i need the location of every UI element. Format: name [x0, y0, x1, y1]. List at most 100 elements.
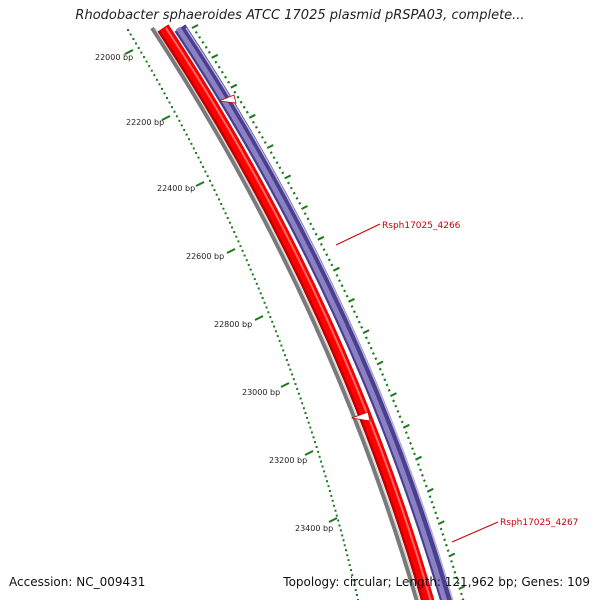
ruler-minor-tick: [338, 524, 341, 527]
ruler-major-tick: [161, 115, 171, 121]
outer-minor-tick: [233, 90, 237, 94]
outer-minor-tick: [239, 100, 243, 104]
outer-minor-tick: [303, 212, 307, 215]
ruler-minor-tick: [235, 235, 238, 238]
outer-minor-tick: [207, 50, 211, 54]
outer-minor-tick: [404, 431, 408, 434]
ruler-minor-tick: [253, 278, 256, 281]
ruler-minor-tick: [284, 354, 286, 357]
outer-minor-tick: [360, 325, 364, 329]
outer-major-tick: [448, 552, 456, 558]
outer-major-tick: [230, 83, 238, 89]
outer-minor-tick: [396, 410, 400, 413]
ruler-label: 22400 bp: [157, 184, 195, 193]
ruler-minor-tick: [333, 504, 336, 507]
outer-minor-tick: [292, 191, 296, 195]
outer-minor-tick: [201, 41, 205, 44]
outer-minor-tick: [450, 560, 453, 563]
outer-minor-tick: [439, 527, 443, 531]
ruler-minor-tick: [304, 412, 307, 414]
outer-minor-tick: [254, 125, 258, 129]
ruler-minor-tick: [315, 446, 318, 448]
outer-major-tick: [415, 455, 422, 461]
outer-minor-tick: [260, 136, 264, 139]
gene-track-highlight: [165, 27, 432, 600]
gene-label[interactable]: Rsph17025_4266: [382, 221, 461, 231]
outer-minor-tick: [374, 357, 378, 361]
outer-major-tick: [402, 423, 410, 429]
ruler-minor-tick: [328, 490, 331, 492]
outer-major-tick: [284, 174, 292, 180]
outer-major-tick: [317, 235, 325, 241]
outer-minor-tick: [394, 404, 398, 408]
gene-label-leader: [451, 521, 499, 543]
ruler-minor-tick: [190, 142, 193, 145]
backbone-track: [150, 26, 419, 600]
ruler-minor-tick: [150, 69, 153, 72]
outer-minor-tick: [443, 538, 447, 542]
ruler-major-tick: [254, 315, 264, 321]
ruler-major-tick: [195, 181, 205, 187]
ruler-minor-tick: [237, 240, 240, 243]
outer-minor-tick: [413, 452, 416, 456]
ruler-minor-tick: [239, 245, 242, 248]
outer-minor-tick: [257, 131, 261, 134]
ruler-minor-tick: [312, 436, 315, 439]
outer-feature-highlight: [175, 26, 448, 600]
outer-minor-tick: [263, 141, 267, 144]
outer-minor-tick: [417, 463, 420, 466]
ruler-minor-tick: [342, 539, 345, 542]
ruler-minor-tick: [282, 349, 285, 352]
ruler-label: 23200 bp: [269, 456, 307, 465]
gene-label[interactable]: Rsph17025_4267: [500, 518, 578, 528]
ruler-minor-tick: [209, 179, 211, 182]
ruler-minor-tick: [355, 594, 358, 596]
ruler-minor-tick: [289, 368, 292, 371]
gene-boundary-arrow: [218, 94, 237, 104]
ruler-minor-tick: [273, 325, 276, 328]
plasmid-tracks: [150, 24, 454, 600]
outer-minor-tick: [424, 484, 428, 488]
ruler-major-tick: [328, 517, 338, 523]
ruler-minor-tick: [327, 485, 330, 488]
ruler-minor-tick: [321, 465, 324, 468]
ruler-minor-tick: [337, 519, 340, 522]
ruler-minor-tick: [153, 74, 156, 77]
ruler-minor-tick: [202, 165, 205, 168]
outer-minor-tick: [446, 549, 450, 552]
ruler-minor-tick: [330, 494, 333, 497]
outer-minor-tick: [392, 399, 396, 403]
ruler-minor-tick: [188, 138, 190, 141]
ruler-minor-tick: [299, 397, 302, 400]
outer-minor-tick: [319, 243, 323, 246]
gene-boundary-arrow: [350, 411, 371, 422]
ruler-minor-tick: [135, 42, 137, 45]
ruler-major-tick: [226, 248, 236, 254]
ruler-minor-tick: [166, 97, 168, 99]
outer-minor-tick: [227, 80, 231, 84]
ruler-minor-tick: [145, 60, 148, 63]
outer-minor-tick: [322, 248, 326, 251]
outer-minor-tick: [251, 120, 255, 124]
ruler-minor-tick: [211, 184, 214, 187]
summary-text: Topology: circular; Length: 121,962 bp; …: [283, 575, 590, 589]
ruler-minor-tick: [324, 475, 327, 478]
outer-major-tick: [211, 53, 219, 59]
outer-minor-tick: [275, 161, 279, 165]
outer-minor-tick: [422, 479, 426, 482]
outer-major-tick: [362, 329, 370, 334]
outer-minor-tick: [371, 352, 375, 355]
outer-minor-tick: [204, 45, 208, 49]
outer-minor-tick: [345, 294, 349, 298]
outer-minor-tick: [343, 289, 347, 293]
outer-minor-tick: [224, 75, 227, 79]
gene-label-leader: [335, 223, 381, 246]
ruler-minor-tick: [310, 431, 313, 434]
ruler-minor-tick: [127, 29, 129, 31]
outer-minor-tick: [194, 31, 198, 34]
ruler-minor-tick: [222, 207, 225, 210]
ruler-minor-tick: [294, 383, 297, 385]
backbone-highlight: [154, 27, 421, 600]
ruler-minor-tick: [331, 499, 334, 502]
